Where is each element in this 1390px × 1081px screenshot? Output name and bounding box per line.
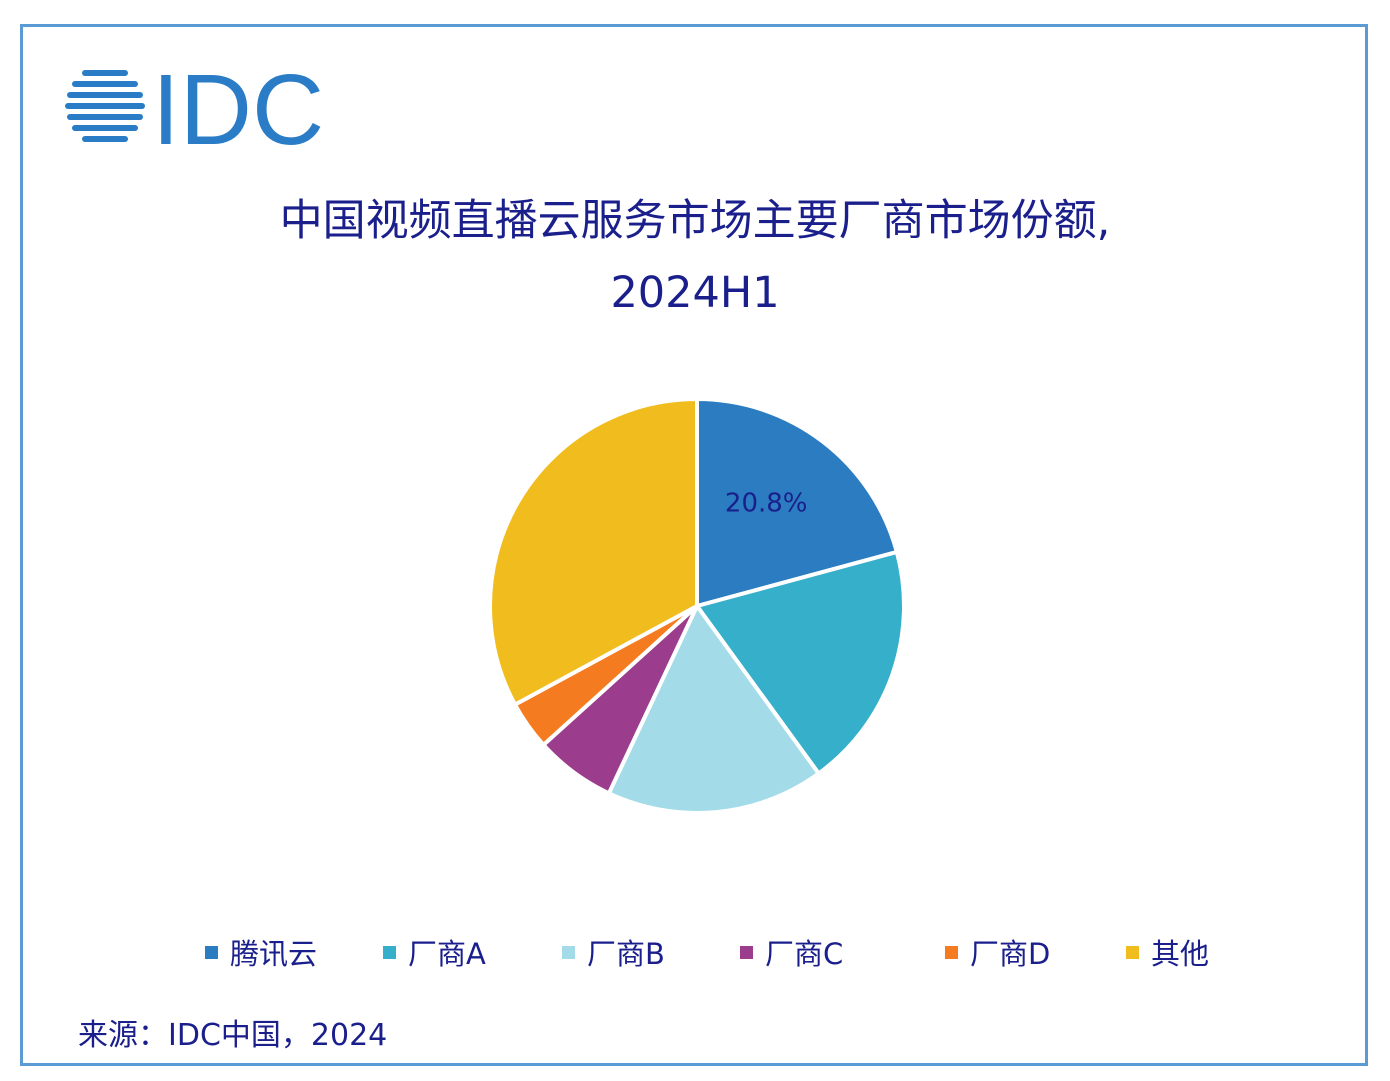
pie-slice-2 — [606, 604, 821, 815]
globe-icon — [65, 70, 145, 142]
legend-label: 厂商A — [408, 937, 486, 971]
logo-text: IDC — [152, 62, 324, 154]
pie-slice-5 — [488, 397, 699, 707]
legend-item-4: 厂商D — [945, 930, 1050, 974]
legend-label: 厂商B — [587, 937, 665, 971]
legend-item-3: 厂商C — [740, 930, 843, 974]
source-note: 来源：IDC中国，2024 — [78, 1018, 388, 1053]
legend-swatch — [1126, 945, 1139, 959]
chart-title: 中国视频直播云服务市场主要厂商市场份额, — [279, 196, 1111, 246]
legend-item-0: 腾讯云 — [205, 930, 317, 974]
legend-swatch — [205, 945, 218, 959]
legend-swatch — [945, 945, 958, 959]
legend-label: 腾讯云 — [230, 937, 318, 971]
legend-swatch — [562, 945, 575, 959]
legend-label: 厂商C — [765, 937, 844, 971]
idc-logo: IDC — [65, 62, 324, 154]
pie-slice-1 — [695, 550, 906, 776]
data-label-0: 20.8% — [725, 489, 808, 519]
legend-swatch — [740, 945, 753, 959]
legend-item-2: 厂商B — [562, 930, 665, 974]
legend-item-5: 其他 — [1126, 930, 1209, 974]
legend-item-1: 厂商A — [383, 930, 486, 974]
legend-label: 厂商D — [970, 937, 1051, 971]
pie-slice-0 — [695, 397, 899, 608]
legend-swatch — [383, 945, 396, 959]
chart-subtitle: 2024H1 — [610, 268, 780, 318]
legend-label: 其他 — [1151, 937, 1210, 971]
